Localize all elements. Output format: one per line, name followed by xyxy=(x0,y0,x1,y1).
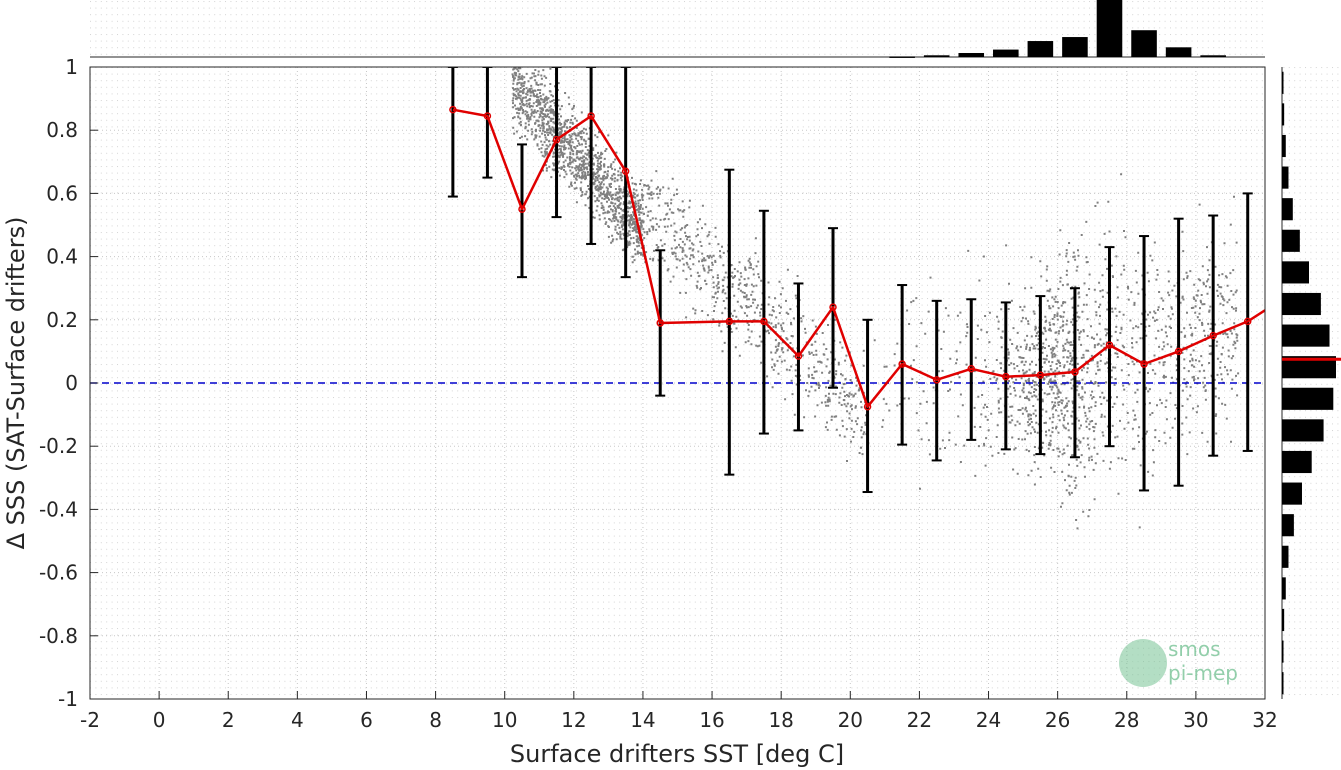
mean-point xyxy=(760,317,768,326)
mean-point xyxy=(1243,317,1252,326)
binned-mean-line xyxy=(452,108,1265,408)
x-tick-label: 8 xyxy=(429,708,442,732)
right-histogram-bar xyxy=(1282,419,1324,442)
y-tick-label: 0 xyxy=(65,371,78,395)
mean-point xyxy=(552,135,561,144)
x-axis-label: Surface drifters SST [deg C] xyxy=(510,740,844,768)
mean-point xyxy=(1036,371,1045,379)
y-tick-label: 0.6 xyxy=(46,181,78,205)
top-histogram-bar xyxy=(1200,55,1226,57)
top-histogram-bar xyxy=(1062,37,1088,57)
mean-point xyxy=(794,352,803,360)
x-tick-label: 22 xyxy=(907,708,932,732)
x-tick-label: 30 xyxy=(1183,708,1208,732)
right-histogram-bar xyxy=(1282,640,1284,663)
right-histogram-bar xyxy=(1282,71,1284,94)
top-histogram-bar xyxy=(958,53,985,57)
x-tick-label: 16 xyxy=(699,708,724,732)
top-histogram-bar xyxy=(923,55,950,57)
smos-pimep-logo: smos pi-mep xyxy=(1119,637,1238,687)
x-tick-label: 14 xyxy=(630,708,655,732)
y-tick-label: 1 xyxy=(65,55,78,79)
x-tick-label: 24 xyxy=(976,708,1001,732)
right-histogram-bar xyxy=(1282,482,1302,505)
top-histogram-bar xyxy=(1096,0,1123,57)
top-histogram xyxy=(889,0,1226,58)
right-histogram-panel xyxy=(1282,67,1341,699)
mean-point xyxy=(1071,368,1079,376)
top-histogram-panel xyxy=(90,0,1265,57)
right-histogram-bar xyxy=(1282,198,1293,221)
mean-point xyxy=(656,319,664,327)
right-histogram-bar xyxy=(1282,261,1309,284)
x-tick-label: 18 xyxy=(768,708,793,732)
mean-point xyxy=(829,303,837,311)
mean-point xyxy=(1174,347,1183,356)
right-histogram-bar xyxy=(1282,387,1334,410)
right-histogram-bar xyxy=(1282,229,1300,252)
x-axis-ticks: -2 0 2 4 6 8 10 12 14 16 18 20 22 24 26 28 30 32 xyxy=(80,691,1278,732)
y-tick-label: 0.2 xyxy=(46,308,78,332)
mean-point xyxy=(1105,341,1114,349)
right-histogram-bar xyxy=(1282,134,1286,158)
right-histogram-bar xyxy=(1282,577,1286,600)
x-tick-label: 12 xyxy=(561,708,586,732)
x-tick-label: 4 xyxy=(291,708,304,732)
x-tick-label: 6 xyxy=(360,708,373,732)
x-tick-label: 10 xyxy=(492,708,517,732)
right-histogram-bar xyxy=(1282,292,1321,316)
x-tick-label: 20 xyxy=(838,708,863,732)
mean-point xyxy=(1140,360,1148,368)
logo-line-1: smos xyxy=(1168,637,1221,661)
y-tick-label: -0.4 xyxy=(39,497,78,521)
logo-line-2: pi-mep xyxy=(1168,661,1238,685)
mean-point xyxy=(483,112,492,120)
y-tick-label: -0.2 xyxy=(39,434,78,458)
y-axis-label: Δ SSS (SAT-Surface drifters) xyxy=(2,217,30,550)
mean-point xyxy=(1209,331,1217,340)
right-histogram-bar xyxy=(1282,672,1284,695)
mean-point xyxy=(863,402,872,411)
mean-line xyxy=(452,108,1265,408)
mean-point xyxy=(725,317,734,326)
right-histogram-bar xyxy=(1282,545,1289,568)
mean-point xyxy=(587,112,595,120)
globe-icon xyxy=(1119,639,1167,687)
right-histogram-bar xyxy=(1282,450,1312,474)
top-histogram-bar xyxy=(889,56,915,58)
x-tick-label: 32 xyxy=(1252,708,1277,732)
y-tick-label: 0.4 xyxy=(46,245,78,269)
right-histogram xyxy=(1282,71,1341,695)
top-histogram-bar xyxy=(993,49,1019,57)
right-histogram-bar xyxy=(1282,166,1289,189)
top-histogram-bar xyxy=(1165,47,1192,57)
y-tick-label: -0.8 xyxy=(39,624,78,648)
y-tick-label: 0.8 xyxy=(46,118,78,142)
mean-point xyxy=(449,105,457,114)
y-tick-label: -0.6 xyxy=(39,561,78,585)
x-tick-label: 0 xyxy=(153,708,166,732)
mean-point xyxy=(621,167,630,176)
x-tick-label: 26 xyxy=(1045,708,1070,732)
x-tick-label: 28 xyxy=(1114,708,1139,732)
binned-mean-points xyxy=(449,105,1252,411)
right-histogram-bar xyxy=(1282,356,1336,379)
mean-point xyxy=(967,365,975,373)
right-histogram-bar xyxy=(1282,514,1294,537)
mean-point xyxy=(932,376,941,384)
right-histogram-bar xyxy=(1282,324,1330,347)
x-tick-label: 2 xyxy=(222,708,235,732)
x-tick-label: -2 xyxy=(80,708,100,732)
top-histogram-bar xyxy=(1027,41,1054,57)
right-histogram-bar xyxy=(1282,103,1285,126)
right-histogram-bar xyxy=(1282,608,1285,632)
y-tick-label: -1 xyxy=(58,687,78,711)
top-histogram-bar xyxy=(1131,30,1157,57)
y-axis-ticks: 1 0.8 0.6 0.4 0.2 0 -0.2 -0.4 -0.6 -0.8 -1 xyxy=(39,55,98,711)
mean-point xyxy=(1002,372,1010,381)
mean-point xyxy=(518,205,526,213)
mean-point xyxy=(898,360,906,368)
